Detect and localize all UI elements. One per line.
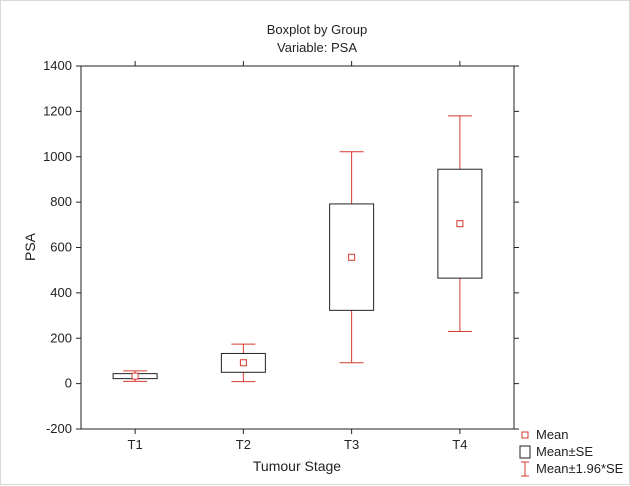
legend-mean-marker — [521, 431, 529, 439]
legend-box-marker — [519, 445, 531, 459]
y-tick-label: 600 — [50, 240, 72, 255]
mean-marker — [239, 359, 247, 367]
legend-label: Mean±SE — [536, 444, 593, 459]
y-tick-label: 1200 — [43, 103, 72, 118]
y-tick-label: 400 — [50, 285, 72, 300]
y-axis: -200 0 200 400 600 800 1000 1200 1400 — [43, 58, 519, 436]
legend: Mean Mean±SE Mean±1.96*SE — [519, 427, 624, 477]
y-tick-label: 1400 — [43, 58, 72, 73]
x-tick-label: T1 — [128, 437, 143, 452]
x-tick-label: T2 — [236, 437, 251, 452]
box-group-t4 — [437, 115, 483, 332]
box-group-t3 — [329, 151, 375, 364]
y-tick-label: 200 — [50, 330, 72, 345]
y-tick-label: 1000 — [43, 149, 72, 164]
legend-label: Mean — [536, 427, 569, 442]
y-tick-label: 800 — [50, 194, 72, 209]
mean-marker — [348, 253, 356, 261]
mean-marker — [131, 372, 139, 380]
y-axis-label: PSA — [22, 232, 38, 261]
box-groups — [112, 115, 483, 383]
x-axis-label: Tumour Stage — [253, 458, 341, 474]
box-group-t2 — [220, 343, 266, 383]
box-group-t1 — [112, 370, 158, 382]
y-tick-label: -200 — [46, 421, 72, 436]
legend-label: Mean±1.96*SE — [536, 461, 624, 476]
chart-subtitle: Variable: PSA — [277, 40, 357, 55]
x-axis: T1 T2 T3 T4 — [128, 61, 467, 452]
chart-title: Boxplot by Group — [267, 22, 367, 37]
x-tick-label: T4 — [452, 437, 467, 452]
y-tick-label: 0 — [65, 376, 72, 391]
mean-marker — [456, 220, 464, 228]
x-tick-label: T3 — [344, 437, 359, 452]
